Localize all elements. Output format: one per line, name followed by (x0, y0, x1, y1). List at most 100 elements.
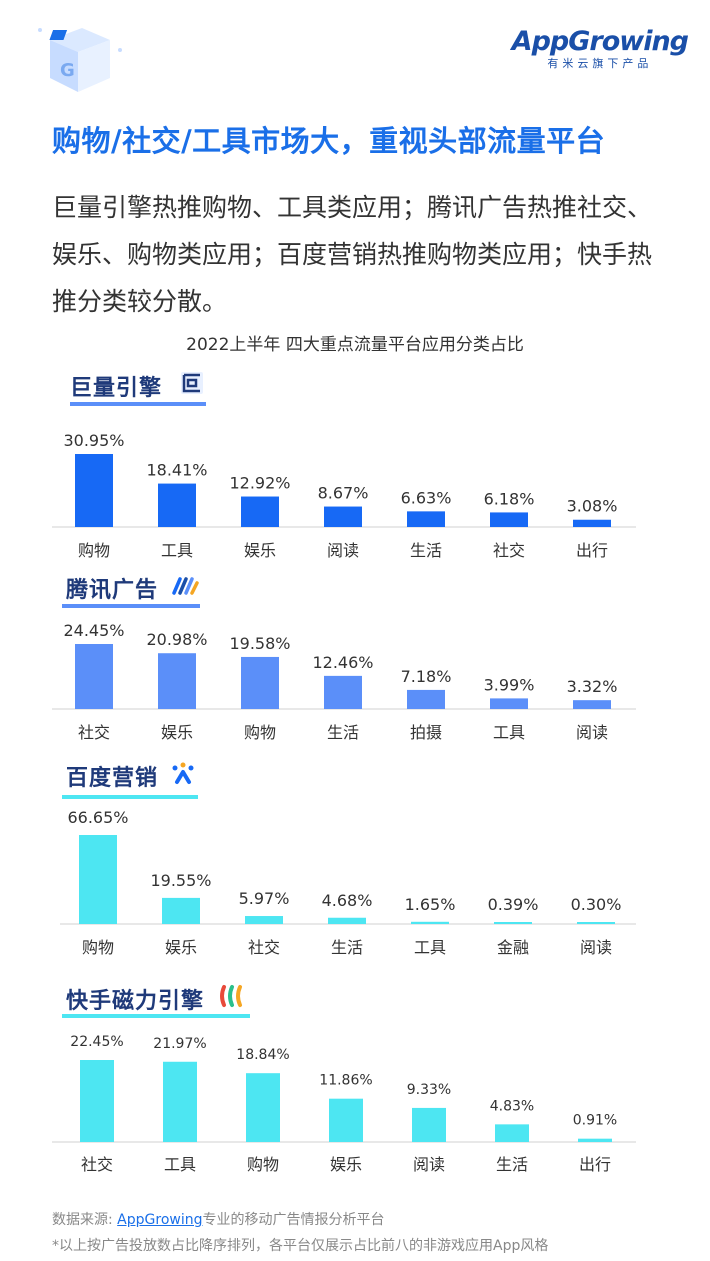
source-suffix: 专业的移动广告情报分析平台 (202, 1212, 385, 1228)
tencent-ads-icon (172, 577, 199, 595)
data-label: 3.99% (484, 675, 535, 694)
data-label: 4.68% (322, 891, 373, 910)
category-label: 阅读 (580, 938, 612, 957)
page-headline: 购物/社交/工具市场大，重视头部流量平台 (52, 124, 606, 158)
bar (573, 700, 611, 709)
juliang-logo-icon (181, 372, 203, 394)
data-label: 0.30% (571, 895, 622, 914)
data-label: 19.55% (150, 871, 211, 890)
bar (75, 454, 113, 527)
section-label-tencent: 腾讯广告 (66, 578, 159, 603)
category-label: 生活 (327, 723, 359, 742)
bar (407, 511, 445, 527)
svg-text:G: G (60, 60, 75, 81)
logo-subtitle: 有米云旗下产品 (547, 57, 653, 70)
category-label: 工具 (493, 723, 525, 742)
section-label-juliang: 巨量引擎 (70, 376, 163, 401)
data-label: 12.46% (312, 653, 373, 672)
bar (324, 675, 362, 709)
category-label: 购物 (82, 938, 114, 957)
data-label: 24.45% (63, 621, 124, 640)
data-label: 20.98% (146, 630, 207, 649)
bar (158, 483, 196, 527)
category-label: 出行 (576, 541, 608, 560)
category-label: 工具 (414, 938, 446, 957)
category-label: 阅读 (413, 1155, 445, 1174)
category-label: 拍摄 (410, 723, 442, 742)
bar (411, 921, 449, 924)
category-label: 生活 (496, 1155, 528, 1174)
category-label: 阅读 (327, 541, 359, 560)
decorative-cube-icon: G (38, 28, 122, 92)
logo-text: AppGrowing (511, 26, 689, 57)
data-label: 9.33% (407, 1082, 451, 1098)
data-label: 19.58% (229, 634, 290, 653)
chart-title: 2022上半年 四大重点流量平台应用分类占比 (186, 335, 524, 355)
bar (163, 1061, 197, 1142)
bar (79, 835, 117, 924)
bar (573, 519, 611, 527)
section-label-kuaishou: 快手磁力引擎 (66, 989, 205, 1014)
bar (495, 1124, 529, 1142)
category-label: 娱乐 (161, 723, 193, 742)
category-label: 生活 (331, 938, 363, 957)
category-label: 金融 (497, 938, 529, 957)
section-underline-juliang (70, 402, 206, 406)
bar (577, 922, 615, 924)
category-label: 娱乐 (330, 1155, 362, 1174)
bar (407, 689, 445, 709)
category-label: 生活 (410, 541, 442, 560)
data-label: 3.32% (567, 677, 618, 696)
bar (490, 512, 528, 527)
data-label: 1.65% (405, 895, 456, 914)
bar (412, 1107, 446, 1142)
data-label: 11.86% (319, 1073, 372, 1089)
footnote: *以上按广告投放数占比降序排列，各平台仅展示占比前八的非游戏应用App风格 (52, 1238, 549, 1254)
category-label: 购物 (244, 723, 276, 742)
category-label: 社交 (493, 541, 525, 560)
category-label: 阅读 (576, 723, 608, 742)
source-brand-link[interactable]: AppGrowing (117, 1212, 203, 1228)
data-label: 0.39% (488, 895, 539, 914)
data-label: 18.41% (146, 461, 207, 480)
data-label: 6.18% (484, 489, 535, 508)
category-label: 购物 (78, 541, 110, 560)
source-prefix: 数据来源: (52, 1212, 118, 1228)
bar (245, 916, 283, 924)
category-label: 社交 (81, 1155, 113, 1174)
data-label: 5.97% (239, 889, 290, 908)
category-label: 社交 (78, 723, 110, 742)
section-underline-baidu (62, 795, 198, 799)
data-label: 3.08% (567, 497, 618, 516)
bar (329, 1098, 363, 1142)
data-label: 66.65% (67, 808, 128, 827)
category-label: 社交 (248, 938, 280, 957)
bar (246, 1073, 280, 1142)
data-label: 8.67% (318, 484, 369, 503)
intro-paragraph: 巨量引擎热推购物、工具类应用；腾讯广告热推社交、娱乐、购物类应用；百度营销热推购… (52, 193, 653, 316)
bar (75, 644, 113, 709)
bar (241, 496, 279, 527)
bar (328, 917, 366, 924)
data-label: 22.45% (70, 1034, 123, 1050)
category-label: 工具 (161, 541, 193, 560)
data-source: 数据来源: AppGrowing专业的移动广告情报分析平台 (52, 1209, 384, 1229)
bar (162, 897, 200, 924)
appgrowing-logo: AppGrowing 有米云旗下产品 (511, 26, 689, 71)
section-label-baidu: 百度营销 (66, 766, 159, 791)
data-label: 18.84% (236, 1047, 289, 1063)
data-label: 12.92% (229, 474, 290, 493)
category-label: 娱乐 (165, 938, 197, 957)
bar (324, 506, 362, 527)
data-label: 4.83% (490, 1098, 534, 1114)
bar (490, 698, 528, 709)
category-label: 购物 (247, 1155, 279, 1174)
bar (494, 922, 532, 924)
data-label: 21.97% (153, 1036, 206, 1052)
data-label: 7.18% (401, 667, 452, 686)
bar (80, 1060, 114, 1142)
baidu-paw-icon (172, 762, 194, 784)
data-label: 0.91% (573, 1113, 617, 1129)
bar (158, 653, 196, 709)
